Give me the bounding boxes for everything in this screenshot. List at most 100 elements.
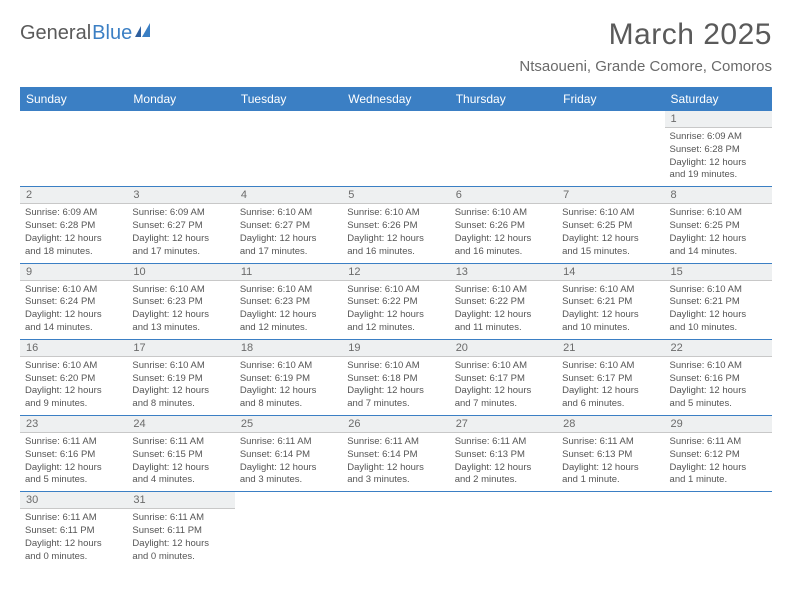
day-content-cell: Sunrise: 6:11 AMSunset: 6:13 PMDaylight:… <box>450 433 557 492</box>
day-number-cell: 10 <box>127 263 234 280</box>
day-number-cell: 17 <box>127 339 234 356</box>
day-number-cell: 16 <box>20 339 127 356</box>
day-number-cell <box>557 492 664 509</box>
day-number-cell: 7 <box>557 187 664 204</box>
day-number-cell: 1 <box>665 111 772 128</box>
day-content-cell <box>342 128 449 187</box>
location: Ntsaoueni, Grande Comore, Comoros <box>519 58 772 75</box>
day-content-cell: Sunrise: 6:10 AMSunset: 6:21 PMDaylight:… <box>557 280 664 339</box>
day-number-cell: 25 <box>235 416 342 433</box>
flag-icon <box>135 22 157 45</box>
calendar-page: GeneralBlue March 2025 Ntsaoueni, Grande… <box>0 0 792 568</box>
daynum-row: 3031 <box>20 492 772 509</box>
day-content-cell: Sunrise: 6:10 AMSunset: 6:25 PMDaylight:… <box>665 204 772 263</box>
day-number-cell: 20 <box>450 339 557 356</box>
content-row: Sunrise: 6:10 AMSunset: 6:24 PMDaylight:… <box>20 280 772 339</box>
weekday-header: Monday <box>127 87 234 111</box>
day-number-cell: 5 <box>342 187 449 204</box>
weekday-header: Tuesday <box>235 87 342 111</box>
day-number-cell: 31 <box>127 492 234 509</box>
weekday-header: Wednesday <box>342 87 449 111</box>
content-row: Sunrise: 6:09 AMSunset: 6:28 PMDaylight:… <box>20 128 772 187</box>
day-content-cell <box>235 128 342 187</box>
calendar-table: SundayMondayTuesdayWednesdayThursdayFrid… <box>20 87 772 568</box>
title-block: March 2025 Ntsaoueni, Grande Comore, Com… <box>519 18 772 83</box>
day-content-cell: Sunrise: 6:11 AMSunset: 6:13 PMDaylight:… <box>557 433 664 492</box>
day-content-cell: Sunrise: 6:10 AMSunset: 6:17 PMDaylight:… <box>557 356 664 415</box>
weekday-header: Sunday <box>20 87 127 111</box>
day-content-cell: Sunrise: 6:10 AMSunset: 6:22 PMDaylight:… <box>450 280 557 339</box>
day-number-cell: 24 <box>127 416 234 433</box>
weekday-header: Friday <box>557 87 664 111</box>
day-number-cell: 29 <box>665 416 772 433</box>
day-number-cell <box>557 111 664 128</box>
day-content-cell <box>557 509 664 568</box>
day-content-cell: Sunrise: 6:10 AMSunset: 6:20 PMDaylight:… <box>20 356 127 415</box>
day-content-cell: Sunrise: 6:10 AMSunset: 6:27 PMDaylight:… <box>235 204 342 263</box>
day-content-cell: Sunrise: 6:11 AMSunset: 6:11 PMDaylight:… <box>127 509 234 568</box>
day-number-cell: 11 <box>235 263 342 280</box>
day-content-cell: Sunrise: 6:10 AMSunset: 6:19 PMDaylight:… <box>127 356 234 415</box>
daynum-row: 16171819202122 <box>20 339 772 356</box>
day-number-cell: 30 <box>20 492 127 509</box>
daynum-row: 2345678 <box>20 187 772 204</box>
day-number-cell: 12 <box>342 263 449 280</box>
day-content-cell: Sunrise: 6:11 AMSunset: 6:15 PMDaylight:… <box>127 433 234 492</box>
day-content-cell: Sunrise: 6:10 AMSunset: 6:23 PMDaylight:… <box>235 280 342 339</box>
day-content-cell <box>557 128 664 187</box>
day-number-cell: 8 <box>665 187 772 204</box>
weekday-header: Saturday <box>665 87 772 111</box>
day-number-cell <box>342 492 449 509</box>
day-content-cell: Sunrise: 6:10 AMSunset: 6:21 PMDaylight:… <box>665 280 772 339</box>
day-content-cell: Sunrise: 6:11 AMSunset: 6:14 PMDaylight:… <box>342 433 449 492</box>
day-content-cell: Sunrise: 6:10 AMSunset: 6:19 PMDaylight:… <box>235 356 342 415</box>
day-number-cell <box>235 111 342 128</box>
day-number-cell <box>665 492 772 509</box>
day-number-cell: 18 <box>235 339 342 356</box>
day-number-cell: 19 <box>342 339 449 356</box>
logo-text-1: General <box>20 22 91 45</box>
day-content-cell <box>127 128 234 187</box>
day-content-cell <box>342 509 449 568</box>
day-content-cell: Sunrise: 6:11 AMSunset: 6:16 PMDaylight:… <box>20 433 127 492</box>
day-number-cell: 13 <box>450 263 557 280</box>
header: GeneralBlue March 2025 Ntsaoueni, Grande… <box>20 18 772 83</box>
day-content-cell <box>450 509 557 568</box>
day-content-cell: Sunrise: 6:10 AMSunset: 6:26 PMDaylight:… <box>342 204 449 263</box>
daynum-row: 1 <box>20 111 772 128</box>
day-number-cell: 14 <box>557 263 664 280</box>
calendar-head: SundayMondayTuesdayWednesdayThursdayFrid… <box>20 87 772 111</box>
day-number-cell: 4 <box>235 187 342 204</box>
day-number-cell: 3 <box>127 187 234 204</box>
day-content-cell <box>235 509 342 568</box>
content-row: Sunrise: 6:10 AMSunset: 6:20 PMDaylight:… <box>20 356 772 415</box>
weekday-header: Thursday <box>450 87 557 111</box>
day-content-cell: Sunrise: 6:09 AMSunset: 6:27 PMDaylight:… <box>127 204 234 263</box>
day-content-cell: Sunrise: 6:10 AMSunset: 6:26 PMDaylight:… <box>450 204 557 263</box>
daynum-row: 23242526272829 <box>20 416 772 433</box>
day-number-cell: 22 <box>665 339 772 356</box>
day-number-cell: 28 <box>557 416 664 433</box>
day-content-cell: Sunrise: 6:11 AMSunset: 6:11 PMDaylight:… <box>20 509 127 568</box>
calendar-body: 1Sunrise: 6:09 AMSunset: 6:28 PMDaylight… <box>20 111 772 568</box>
day-content-cell: Sunrise: 6:09 AMSunset: 6:28 PMDaylight:… <box>20 204 127 263</box>
day-content-cell <box>665 509 772 568</box>
day-number-cell <box>342 111 449 128</box>
day-content-cell <box>450 128 557 187</box>
day-content-cell: Sunrise: 6:10 AMSunset: 6:17 PMDaylight:… <box>450 356 557 415</box>
content-row: Sunrise: 6:11 AMSunset: 6:16 PMDaylight:… <box>20 433 772 492</box>
day-number-cell <box>235 492 342 509</box>
day-number-cell: 2 <box>20 187 127 204</box>
day-number-cell <box>450 492 557 509</box>
day-content-cell: Sunrise: 6:11 AMSunset: 6:12 PMDaylight:… <box>665 433 772 492</box>
content-row: Sunrise: 6:09 AMSunset: 6:28 PMDaylight:… <box>20 204 772 263</box>
day-number-cell <box>20 111 127 128</box>
day-number-cell: 26 <box>342 416 449 433</box>
logo-text-2: Blue <box>92 22 132 45</box>
day-number-cell: 23 <box>20 416 127 433</box>
day-content-cell: Sunrise: 6:10 AMSunset: 6:23 PMDaylight:… <box>127 280 234 339</box>
daynum-row: 9101112131415 <box>20 263 772 280</box>
day-content-cell: Sunrise: 6:11 AMSunset: 6:14 PMDaylight:… <box>235 433 342 492</box>
day-number-cell: 15 <box>665 263 772 280</box>
day-number-cell: 9 <box>20 263 127 280</box>
